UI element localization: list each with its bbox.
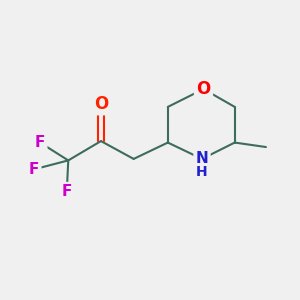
Text: N: N [196,152,208,166]
Text: F: F [61,184,72,199]
Text: F: F [35,135,45,150]
Text: O: O [196,80,211,98]
Text: F: F [29,162,39,177]
Text: H: H [196,165,208,179]
Text: O: O [94,95,108,113]
